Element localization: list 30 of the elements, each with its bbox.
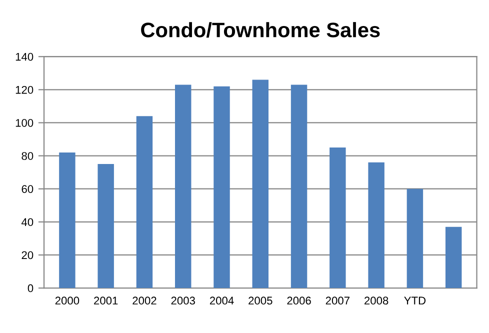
x-tick-label: 2008 [364,296,388,305]
bar [98,164,114,288]
x-tick-label: YTD [404,296,426,304]
x-tick-label: 2003 [171,296,195,305]
x-tick-label: 2005 [248,296,272,305]
x-tick-label: 2000 [55,296,80,305]
chart-title: Condo/Townhome Sales [141,22,380,38]
x-tick-label: 2004 [210,296,234,305]
bar [252,80,269,288]
y-tick-label: 60 [22,185,34,193]
x-tick-label: 2002 [132,296,156,305]
bar [406,188,424,288]
bar [445,226,462,288]
y-tick-label: 140 [16,52,34,61]
x-tick-label: 2006 [287,296,311,305]
x-tick-label: 2007 [326,296,350,305]
bar [290,84,308,288]
bar [330,148,346,288]
bar [136,116,153,288]
bar [368,162,384,288]
y-tick-label: 20 [22,251,34,260]
y-tick-label: 0 [28,284,34,292]
x-tick-label: 2001 [94,296,118,305]
bar [214,86,230,288]
bar [59,152,76,288]
bar [175,84,192,288]
y-tick-label: 100 [16,119,34,127]
y-tick-label: 80 [22,152,34,160]
y-tick-label: 40 [21,218,34,226]
y-tick-label: 120 [16,86,34,94]
